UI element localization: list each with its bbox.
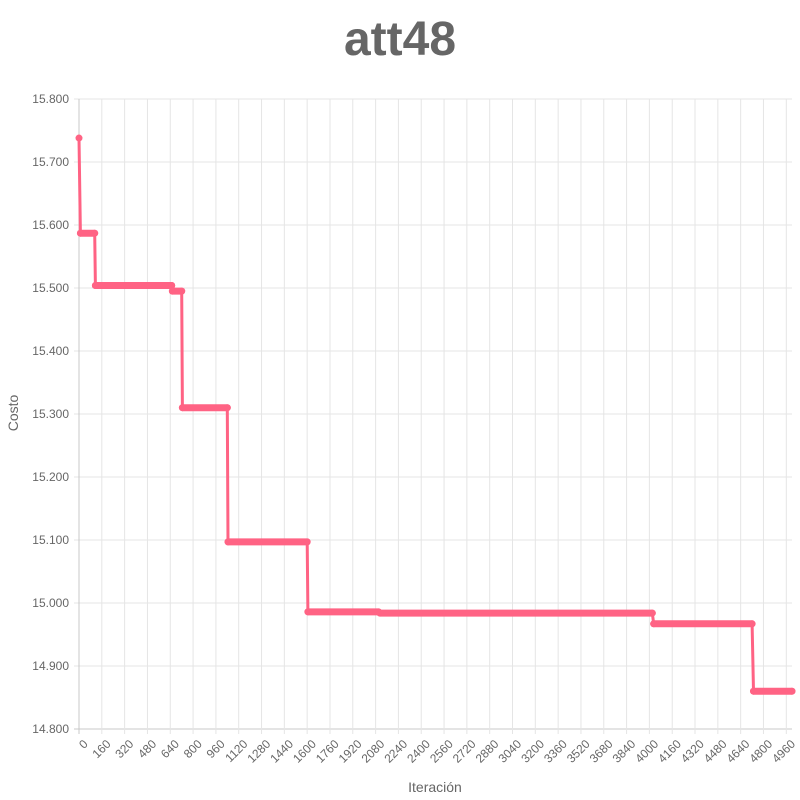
x-tick-label: 320 bbox=[112, 737, 136, 761]
x-tick-label: 3360 bbox=[541, 737, 570, 766]
x-tick-label: 2080 bbox=[359, 737, 388, 766]
data-point bbox=[168, 281, 176, 289]
y-tick-label: 15.800 bbox=[32, 92, 69, 106]
y-tick-label: 15.200 bbox=[32, 470, 69, 484]
y-axis-label: Costo bbox=[5, 395, 21, 432]
x-tick-label: 3520 bbox=[564, 737, 593, 766]
x-tick-label: 2240 bbox=[381, 737, 410, 766]
x-tick-label: 3040 bbox=[496, 737, 525, 766]
x-tick-label: 800 bbox=[181, 737, 205, 761]
y-tick-label: 15.600 bbox=[32, 218, 69, 232]
x-tick-label: 0 bbox=[76, 737, 91, 752]
x-tick-label: 1280 bbox=[245, 737, 274, 766]
x-tick-label: 4320 bbox=[678, 737, 707, 766]
data-point bbox=[224, 538, 232, 546]
x-tick-label: 1920 bbox=[336, 737, 365, 766]
x-tick-label: 4960 bbox=[769, 737, 798, 766]
y-tick-label: 15.400 bbox=[32, 344, 69, 358]
data-point bbox=[178, 404, 186, 412]
series-layer bbox=[75, 134, 796, 695]
y-tick-label: 15.300 bbox=[32, 407, 69, 421]
x-tick-label: 3840 bbox=[610, 737, 639, 766]
data-point bbox=[748, 620, 756, 628]
x-tick-label: 1120 bbox=[222, 737, 250, 765]
y-tick-label: 15.000 bbox=[32, 596, 69, 610]
x-tick-label: 2880 bbox=[473, 737, 502, 766]
x-tick-label: 4160 bbox=[655, 737, 684, 766]
chart-title: att48 bbox=[343, 13, 457, 66]
grid-layer bbox=[74, 98, 792, 734]
data-point bbox=[75, 134, 83, 142]
data-point bbox=[303, 538, 311, 546]
y-tick-label: 15.500 bbox=[32, 281, 69, 295]
y-tick-label: 14.900 bbox=[32, 659, 69, 673]
x-tick-label: 2400 bbox=[404, 737, 433, 766]
data-point bbox=[648, 609, 656, 617]
x-tick-label: 4480 bbox=[701, 737, 730, 766]
x-tick-label: 1760 bbox=[313, 737, 342, 766]
x-tick-label: 4000 bbox=[632, 737, 661, 766]
x-tick-label: 1600 bbox=[290, 737, 319, 766]
x-tick-label: 3200 bbox=[518, 737, 547, 766]
x-tick-label: 4640 bbox=[724, 737, 753, 766]
y-tick-label: 14.800 bbox=[32, 722, 69, 736]
data-point bbox=[788, 687, 796, 695]
x-tick-label: 1440 bbox=[267, 737, 296, 766]
data-point bbox=[178, 287, 186, 295]
y-tick-label: 15.100 bbox=[32, 533, 69, 547]
data-point bbox=[650, 620, 658, 628]
x-tick-label: 640 bbox=[158, 737, 182, 761]
x-tick-label: 3680 bbox=[587, 737, 616, 766]
data-point bbox=[91, 281, 99, 289]
x-tick-label: 4800 bbox=[746, 737, 775, 766]
data-point bbox=[91, 229, 99, 237]
data-point bbox=[376, 609, 384, 617]
y-tick-label: 15.700 bbox=[32, 155, 69, 169]
x-tick-label: 2720 bbox=[450, 737, 479, 766]
x-tick-label: 160 bbox=[90, 737, 114, 761]
data-point bbox=[304, 608, 312, 616]
data-point bbox=[223, 404, 231, 412]
data-point bbox=[76, 229, 84, 237]
x-tick-label: 480 bbox=[135, 737, 159, 761]
data-point bbox=[168, 287, 176, 295]
x-axis-label: Iteración bbox=[408, 779, 462, 795]
series-line bbox=[77, 138, 792, 693]
data-point bbox=[749, 687, 757, 695]
x-tick-label: 2560 bbox=[427, 737, 456, 766]
